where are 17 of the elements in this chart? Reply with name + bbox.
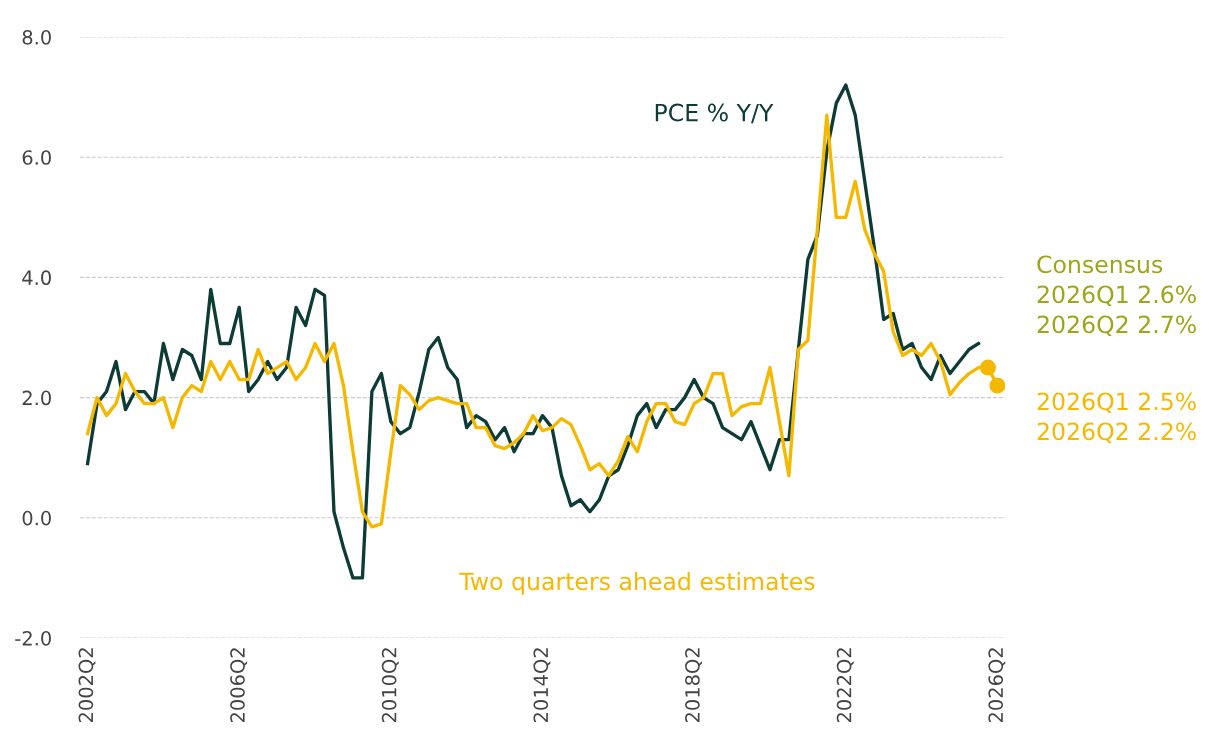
y-tick-label: 4.0 bbox=[22, 270, 51, 286]
x-tick-label: 2010Q2 bbox=[381, 648, 399, 723]
x-tick-label: 2018Q2 bbox=[685, 648, 703, 723]
y-tick-label: 6.0 bbox=[22, 150, 51, 165]
text: Consensus 2026Q1 2.6% 2026Q2 2.7% bbox=[1037, 255, 1196, 337]
text: PCE % Y/Y bbox=[655, 103, 774, 124]
text: Two quarters ahead estimates bbox=[459, 571, 815, 595]
y-tick-label: -2.0 bbox=[15, 630, 51, 646]
x-tick-label: 2002Q2 bbox=[78, 648, 96, 723]
x-tick-label: 2026Q2 bbox=[988, 648, 1006, 723]
x-tick-label: 2022Q2 bbox=[836, 648, 854, 723]
x-tick-label: 2006Q2 bbox=[230, 648, 248, 723]
y-tick-label: 8.0 bbox=[22, 29, 51, 45]
text: 2026Q1 2.5% 2026Q2 2.2% bbox=[1037, 392, 1196, 444]
y-tick-label: 0.0 bbox=[22, 510, 51, 526]
y-tick-label: 2.0 bbox=[22, 390, 51, 406]
x-tick-label: 2014Q2 bbox=[533, 648, 551, 723]
